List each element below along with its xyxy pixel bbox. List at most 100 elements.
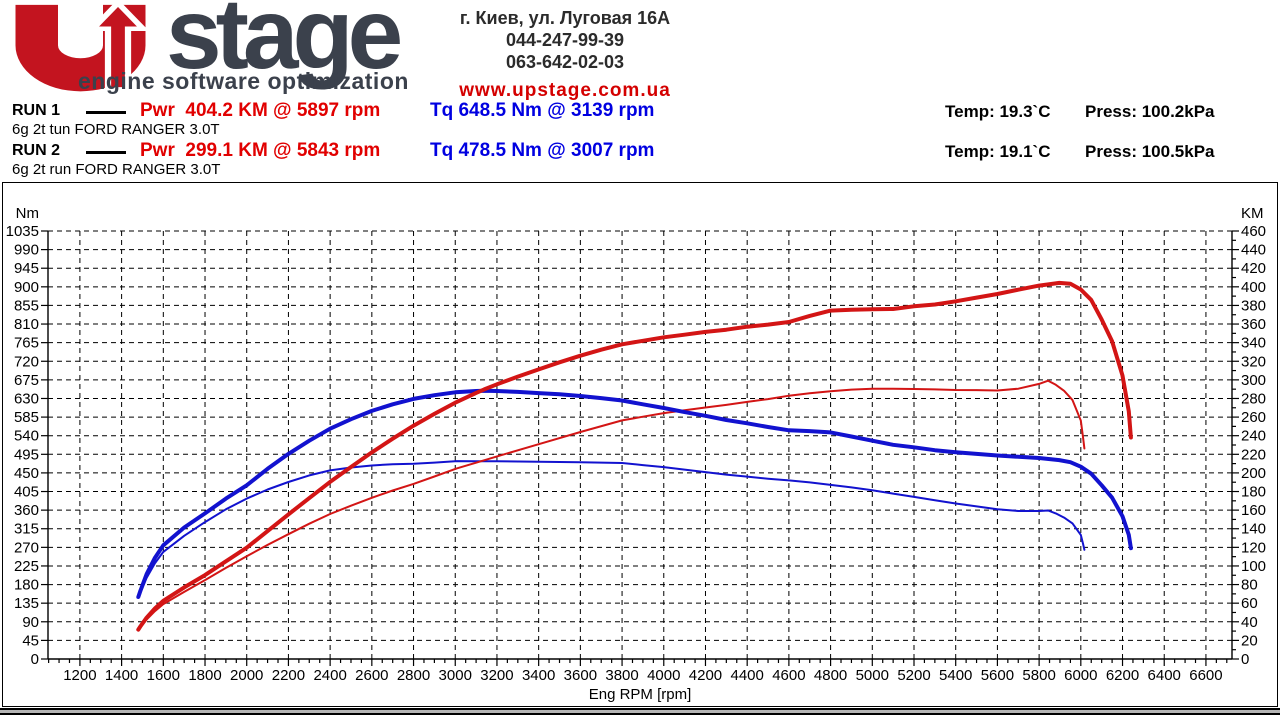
run-2-label: RUN 2 <box>12 142 61 159</box>
svg-text:4200: 4200 <box>689 667 722 684</box>
svg-text:380: 380 <box>1241 297 1266 314</box>
svg-text:5600: 5600 <box>981 667 1014 684</box>
chart-canvas: 0459013518022527031536040545049554058563… <box>6 205 1266 703</box>
svg-text:585: 585 <box>14 409 39 426</box>
logo-tagline: engine software optimization <box>78 68 409 94</box>
svg-text:2600: 2600 <box>355 667 388 684</box>
svg-text:80: 80 <box>1241 577 1258 594</box>
svg-text:5800: 5800 <box>1022 667 1055 684</box>
svg-text:120: 120 <box>1241 539 1266 556</box>
svg-text:Eng RPM [rpm]: Eng RPM [rpm] <box>589 686 692 703</box>
svg-text:3400: 3400 <box>522 667 555 684</box>
run-1-power-value: Pwr 404.2 KM @ 5897 rpm <box>140 100 381 121</box>
svg-text:340: 340 <box>1241 335 1266 352</box>
svg-text:400: 400 <box>1241 279 1266 296</box>
svg-text:1400: 1400 <box>105 667 138 684</box>
run-1-torque-value: Tq 648.5 Nm @ 3139 rpm <box>430 100 655 121</box>
svg-text:135: 135 <box>14 595 39 612</box>
svg-text:440: 440 <box>1241 242 1266 259</box>
run-2-temperature: Temp: 19.1`C <box>945 142 1051 161</box>
svg-text:6000: 6000 <box>1064 667 1097 684</box>
svg-text:405: 405 <box>14 484 39 501</box>
svg-text:320: 320 <box>1241 353 1266 370</box>
svg-text:6200: 6200 <box>1106 667 1139 684</box>
svg-text:225: 225 <box>14 558 39 575</box>
svg-text:1600: 1600 <box>147 667 180 684</box>
svg-text:2400: 2400 <box>313 667 346 684</box>
svg-text:220: 220 <box>1241 446 1266 463</box>
svg-text:675: 675 <box>14 372 39 389</box>
run-2-vehicle: 6g 2t run FORD RANGER 3.0T <box>12 161 221 178</box>
svg-text:6400: 6400 <box>1148 667 1181 684</box>
svg-text:270: 270 <box>14 539 39 556</box>
run-1-line-swatch <box>86 111 126 114</box>
run-1-torque-curve <box>136 388 1133 599</box>
logo-u-arrow-icon <box>15 0 150 92</box>
run-2-power-curve <box>137 379 1086 631</box>
svg-text:0: 0 <box>31 651 39 668</box>
svg-text:1035: 1035 <box>6 223 39 240</box>
svg-text:360: 360 <box>14 502 39 519</box>
website-link[interactable]: www.upstage.com.ua <box>459 79 671 101</box>
svg-text:200: 200 <box>1241 465 1266 482</box>
run-2-torque-value: Tq 478.5 Nm @ 3007 rpm <box>430 140 655 161</box>
svg-text:4800: 4800 <box>814 667 847 684</box>
svg-text:810: 810 <box>14 316 39 333</box>
svg-text:40: 40 <box>1241 614 1258 631</box>
svg-text:5400: 5400 <box>939 667 972 684</box>
svg-text:KM: KM <box>1241 205 1264 222</box>
svg-text:360: 360 <box>1241 316 1266 333</box>
run-2-torque-curve <box>137 460 1086 599</box>
svg-text:2200: 2200 <box>272 667 305 684</box>
contact-block: г. Киев, ул. Луговая 16А 044-247-99-39 0… <box>420 8 710 102</box>
svg-text:450: 450 <box>14 465 39 482</box>
svg-text:990: 990 <box>14 242 39 259</box>
svg-text:540: 540 <box>14 428 39 445</box>
svg-text:300: 300 <box>1241 372 1266 389</box>
svg-text:855: 855 <box>14 297 39 314</box>
svg-text:0: 0 <box>1241 651 1249 668</box>
svg-text:4400: 4400 <box>730 667 763 684</box>
svg-text:1200: 1200 <box>63 667 96 684</box>
svg-text:5200: 5200 <box>897 667 930 684</box>
svg-text:Nm: Nm <box>16 205 39 222</box>
svg-text:315: 315 <box>14 521 39 538</box>
phone-2: 063-642-02-03 <box>505 51 625 72</box>
svg-text:20: 20 <box>1241 632 1258 649</box>
svg-text:260: 260 <box>1241 409 1266 426</box>
svg-text:5000: 5000 <box>856 667 889 684</box>
svg-text:1800: 1800 <box>188 667 221 684</box>
run-1-vehicle: 6g 2t tun FORD RANGER 3.0T <box>12 121 220 138</box>
svg-text:2800: 2800 <box>397 667 430 684</box>
upstage-logo: stage engine software optimization <box>8 0 478 100</box>
run-2-line-swatch <box>86 151 126 154</box>
svg-text:765: 765 <box>14 335 39 352</box>
run-1-temperature: Temp: 19.3`C <box>945 102 1051 121</box>
svg-text:160: 160 <box>1241 502 1266 519</box>
svg-text:495: 495 <box>14 446 39 463</box>
svg-text:630: 630 <box>14 390 39 407</box>
run-1-label: RUN 1 <box>12 102 61 119</box>
svg-text:90: 90 <box>22 614 39 631</box>
address: г. Киев, ул. Луговая 16А <box>459 8 671 28</box>
svg-text:100: 100 <box>1241 558 1266 575</box>
svg-text:180: 180 <box>14 577 39 594</box>
svg-text:3800: 3800 <box>605 667 638 684</box>
run-1-row: RUN 1 Pwr 404.2 KM @ 5897 rpm Tq 648.5 N… <box>0 100 1280 124</box>
svg-text:720: 720 <box>14 353 39 370</box>
svg-text:140: 140 <box>1241 521 1266 538</box>
run-2-pressure: Press: 100.5kPa <box>1085 142 1215 161</box>
svg-text:945: 945 <box>14 260 39 277</box>
svg-text:4000: 4000 <box>647 667 680 684</box>
svg-text:4600: 4600 <box>772 667 805 684</box>
run-1-power-curve <box>136 280 1133 632</box>
svg-text:3200: 3200 <box>480 667 513 684</box>
svg-text:460: 460 <box>1241 223 1266 240</box>
phone-1: 044-247-99-39 <box>505 29 625 50</box>
svg-text:3000: 3000 <box>439 667 472 684</box>
run-1-pressure: Press: 100.2kPa <box>1085 102 1215 121</box>
svg-text:240: 240 <box>1241 428 1266 445</box>
svg-text:60: 60 <box>1241 595 1258 612</box>
svg-text:6600: 6600 <box>1189 667 1222 684</box>
